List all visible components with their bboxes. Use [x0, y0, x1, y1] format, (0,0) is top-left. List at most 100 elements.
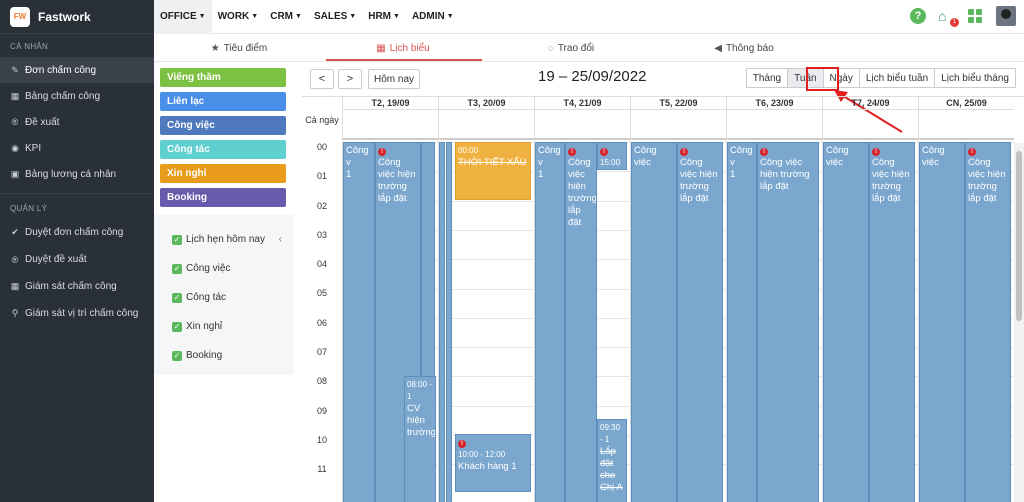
view-switcher: Tháng Tuần Ngày Lịch biểu tuần Lịch biểu…	[745, 68, 1016, 88]
category-vieng-tham[interactable]: Viếng thăm	[160, 68, 286, 87]
category-cong-tac[interactable]: Công tác	[160, 140, 286, 159]
apps-grid-icon[interactable]	[968, 9, 982, 23]
event-hien-truong[interactable]: ! Công việc hiện trường lắp đặt	[677, 142, 723, 502]
menu-hrm[interactable]: HRM ▼	[362, 0, 406, 34]
view-day-button[interactable]: Ngày	[822, 68, 860, 88]
checkbox-checked-icon[interactable]: ✓	[172, 234, 182, 245]
home-icon[interactable]: ⌂ 1	[938, 8, 959, 27]
filter-lich-hen[interactable]: ✓ Lịch hẹn hôm nay ‹	[172, 225, 294, 254]
sidebar-item-duyet-don[interactable]: ✔ Duyệt đơn chấm công	[0, 219, 154, 246]
sidebar-item-don-cham-cong[interactable]: ✎ Đơn chấm công	[0, 57, 154, 83]
brand[interactable]: FW Fastwork	[0, 0, 154, 34]
category-booking[interactable]: Booking	[160, 188, 286, 207]
menu-office[interactable]: OFFICE ▼	[154, 0, 212, 34]
calendar-icon: ▦	[10, 281, 20, 291]
event-sliver[interactable]	[421, 142, 435, 382]
tab-lich-bieu[interactable]: ▦ Lịch biểu	[324, 34, 482, 62]
sidebar-item-duyet-de-xuat[interactable]: ® Duyệt đề xuất	[0, 246, 154, 273]
menu-sales[interactable]: SALES ▼	[308, 0, 362, 34]
day-header[interactable]: T5, 22/09	[631, 97, 726, 110]
day-header[interactable]: T4, 21/09	[535, 97, 630, 110]
tab-tieu-diem[interactable]: ★ Tiêu điểm	[154, 34, 324, 62]
warning-icon: !	[458, 440, 466, 448]
calendar-scrollbar[interactable]	[1014, 143, 1024, 502]
day-header[interactable]: T3, 20/09	[439, 97, 534, 110]
event-time-block[interactable]: ! 15:00 - 0	[597, 142, 627, 170]
day-column[interactable]: T4, 21/09	[534, 97, 630, 502]
event-khach-hang[interactable]: ! 10:00 - 12:00 Khách hàng 1	[455, 434, 531, 492]
event-title: Công v	[730, 145, 753, 168]
event-cong-viec[interactable]: Công việc	[823, 142, 869, 502]
week-calendar: Cả ngày T2, 19/09 T3, 20/09 T4, 21/09 T5, 2…	[302, 96, 1024, 502]
event-hien-truong[interactable]: ! Công việc hiện trường lắp đặt	[869, 142, 915, 502]
tab-bar: ★ Tiêu điểm ▦ Lịch biểu ◌ Trao đổi ◀ Thông b…	[154, 34, 1024, 62]
menu-admin[interactable]: ADMIN ▼	[406, 0, 460, 34]
day-header[interactable]: T2, 19/09	[343, 97, 438, 110]
event-hien-truong[interactable]: ! Công việc hiện trường lắp đặt	[565, 142, 597, 502]
sidebar-item-bang-luong[interactable]: ▣ Bảng lương cá nhân	[0, 161, 154, 187]
allday-slot[interactable]	[631, 110, 726, 140]
filter-label: Booking	[186, 350, 223, 361]
day-column[interactable]: T2, 19/09	[342, 97, 438, 502]
money-icon: ▣	[10, 168, 20, 179]
checkbox-checked-icon[interactable]: ✓	[172, 263, 182, 274]
filter-xin-nghi[interactable]: ✓ Xin nghỉ	[172, 312, 294, 341]
allday-slot[interactable]	[919, 110, 1014, 140]
event-cong-viec[interactable]: Công việc	[919, 142, 965, 502]
category-cong-viec[interactable]: Công việc	[160, 116, 286, 135]
filter-cong-viec[interactable]: ✓ Công việc	[172, 254, 294, 283]
checkbox-checked-icon[interactable]: ✓	[172, 292, 182, 303]
day-column[interactable]: T6, 23/09	[726, 97, 822, 502]
tab-thong-bao[interactable]: ◀ Thông báo	[660, 34, 828, 62]
menu-work[interactable]: WORK ▼	[212, 0, 265, 34]
sidebar-item-giam-sat-cham-cong[interactable]: ▦ Giám sát chấm công	[0, 273, 154, 300]
tab-trao-doi[interactable]: ◌ Trao đổi	[482, 34, 660, 62]
day-column[interactable]: T3, 20/09	[438, 97, 534, 502]
day-header[interactable]: T7, 24/09	[823, 97, 918, 110]
chevron-left-icon[interactable]: ‹	[278, 234, 282, 245]
day-header[interactable]: T6, 23/09	[727, 97, 822, 110]
event-title: CV hiện trường	[407, 403, 436, 438]
event-cong-viec[interactable]: Công việc	[631, 142, 677, 502]
today-button[interactable]: Hôm nay	[368, 69, 420, 89]
menu-crm[interactable]: CRM ▼	[264, 0, 308, 34]
category-xin-nghi[interactable]: Xin nghỉ	[160, 164, 286, 183]
event-hien-truong[interactable]: ! Công việc hiện trường lắp đặt	[757, 142, 819, 502]
day-column[interactable]: CN, 25/09	[918, 97, 1014, 502]
allday-slot[interactable]	[823, 110, 918, 140]
view-month-button[interactable]: Tháng	[745, 68, 789, 88]
view-week-agenda-button[interactable]: Lịch biểu tuần	[858, 68, 936, 88]
event-sliver[interactable]	[446, 142, 452, 502]
section-management: QUẢN LÝ	[10, 204, 48, 213]
sidebar-item-de-xuat[interactable]: ® Đề xuất	[0, 109, 154, 135]
view-month-agenda-button[interactable]: Lịch biểu tháng	[934, 68, 1016, 88]
sidebar-item-kpi[interactable]: ◉ KPI	[0, 135, 154, 161]
checkbox-checked-icon[interactable]: ✓	[172, 350, 182, 361]
help-icon[interactable]: ?	[910, 8, 926, 24]
event-thoi-tiet[interactable]: 00:00 THỜI TIẾT XẤU	[455, 142, 531, 200]
event-hien-truong[interactable]: ! Công việc hiện trường lắp đặt	[965, 142, 1011, 502]
event-cv-hien-truong[interactable]: 08:00 - 1 CV hiện trường	[404, 376, 436, 502]
allday-slot[interactable]	[343, 110, 438, 140]
allday-slot[interactable]	[439, 110, 534, 140]
category-lien-lac[interactable]: Liên lạc	[160, 92, 286, 111]
day-column[interactable]: T7, 24/09	[822, 97, 918, 502]
allday-slot[interactable]	[535, 110, 630, 140]
avatar[interactable]	[996, 6, 1016, 26]
prev-week-button[interactable]: <	[310, 69, 334, 89]
next-week-button[interactable]: >	[338, 69, 362, 89]
event-sliver[interactable]	[439, 142, 445, 502]
sidebar-item-bang-cham-cong[interactable]: ▦ Bảng chấm công	[0, 83, 154, 109]
day-column[interactable]: T5, 22/09	[630, 97, 726, 502]
day-header[interactable]: CN, 25/09	[919, 97, 1014, 110]
filter-booking[interactable]: ✓ Booking	[172, 341, 294, 370]
scrollbar-thumb[interactable]	[1016, 151, 1022, 321]
event-lap-dat[interactable]: 09:30 - 1 Lắp đặt cho Chị A	[597, 419, 627, 502]
allday-slot[interactable]	[727, 110, 822, 140]
filter-cong-tac[interactable]: ✓ Công tác	[172, 283, 294, 312]
checkbox-checked-icon[interactable]: ✓	[172, 321, 182, 332]
sidebar-item-giam-sat-vi-tri[interactable]: ⚲ Giám sát vị trí chấm công	[0, 300, 154, 327]
